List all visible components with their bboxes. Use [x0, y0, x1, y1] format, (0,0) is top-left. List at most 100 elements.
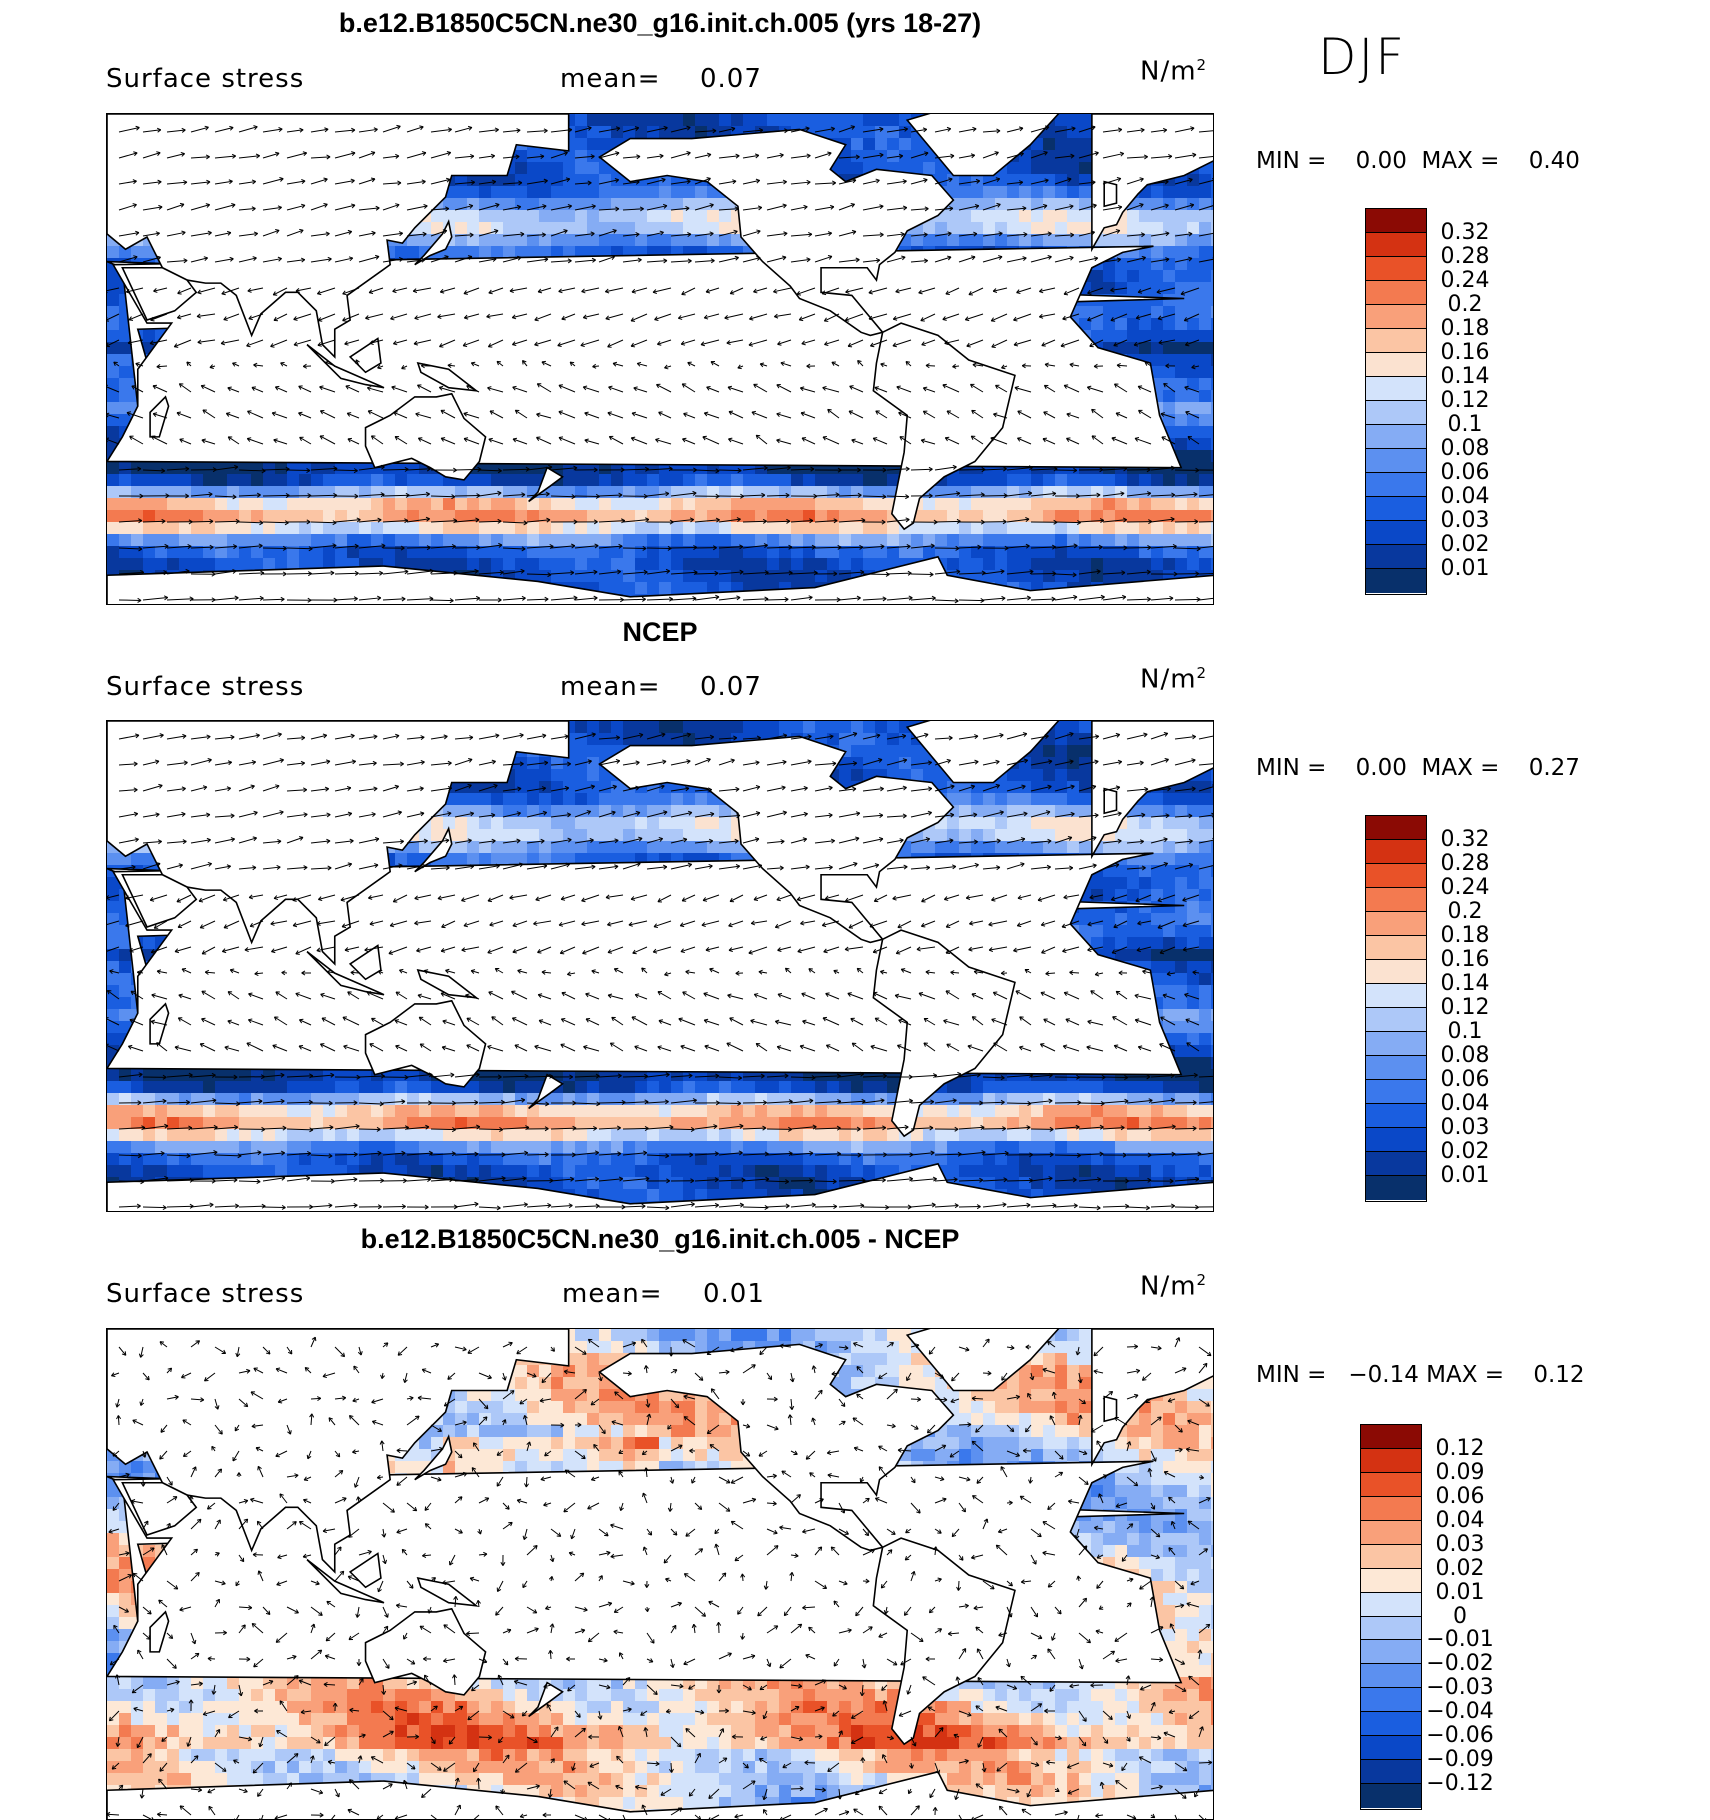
vector-arrow: [431, 1129, 456, 1130]
vector-arrowhead: [318, 321, 322, 322]
vector-arrow: [1055, 522, 1081, 523]
vector-arrowhead: [631, 321, 635, 322]
vector-arrowhead: [471, 362, 475, 363]
vector-arrow: [263, 495, 289, 496]
vector-arrowhead: [399, 969, 403, 970]
vector-arrowhead: [752, 411, 756, 412]
vector-arrowhead: [273, 1045, 277, 1046]
vector-arrowhead: [559, 437, 563, 438]
vector-arrowhead: [1042, 953, 1046, 954]
vector-arrow: [1007, 1103, 1031, 1104]
colorbar-swatch: [1366, 353, 1426, 377]
vector-arrowhead: [707, 386, 711, 387]
vector-arrow: [671, 547, 697, 548]
vector-arrowhead: [367, 992, 371, 993]
vector-arrowhead: [1017, 438, 1021, 439]
vector-arrow: [959, 600, 984, 601]
vector-arrowhead: [1114, 346, 1118, 347]
vector-arrow: [1103, 1077, 1128, 1078]
vector-arrow: [335, 573, 359, 574]
vector-arrowhead: [107, 385, 108, 386]
map-svg: [107, 114, 1214, 605]
vector-arrowhead: [1111, 321, 1115, 322]
vector-arrowhead: [177, 412, 181, 413]
vector-arrowhead: [738, 368, 742, 369]
map-model: [106, 113, 1214, 605]
mean-value: 0.07: [700, 672, 762, 702]
vector-arrowhead: [151, 320, 155, 321]
map-ncep: [106, 720, 1214, 1212]
panel-title: NCEP: [106, 617, 1214, 648]
colorbar-swatch: [1366, 209, 1426, 233]
vector-arrowhead: [897, 1045, 901, 1046]
vector-arrowhead: [250, 926, 254, 927]
vector-arrowhead: [1186, 1019, 1190, 1020]
vector-arrowhead: [583, 953, 587, 954]
vector-arrowhead: [1112, 953, 1116, 954]
vector-arrowhead: [537, 952, 541, 953]
min-max-readout: MIN = 0.00 MAX = 0.40: [1256, 148, 1580, 174]
vector-arrow: [575, 1128, 597, 1129]
vector-arrow: [623, 1128, 648, 1129]
vector-arrow: [335, 470, 358, 471]
vector-arrowhead: [967, 346, 971, 347]
vector-arrow: [671, 1129, 695, 1130]
variable-label: Surface stress: [106, 64, 304, 94]
units-label: N/m2: [1140, 56, 1207, 87]
vector-arrowhead: [1213, 203, 1214, 204]
vector-arrowhead: [850, 386, 854, 387]
colorbar-swatch: [1366, 497, 1426, 521]
vector-arrowhead: [441, 993, 445, 994]
vector-arrowhead: [1160, 953, 1164, 954]
colorbar-swatch: [1366, 305, 1426, 329]
vector-arrowhead: [679, 1018, 683, 1019]
vector-arrow: [479, 1129, 503, 1130]
season-label: DJF: [1318, 28, 1406, 86]
vector-arrow: [719, 470, 741, 471]
vector-arrowhead: [488, 901, 492, 902]
vector-arrowhead: [347, 413, 351, 414]
vector-arrowhead: [1138, 386, 1142, 387]
vector-arrow: [287, 470, 310, 471]
vector-arrowhead: [1213, 840, 1214, 843]
vector-arrowhead: [228, 387, 232, 388]
vector-arrowhead: [562, 319, 566, 320]
colorbar-swatch: [1366, 521, 1426, 545]
vector-arrow: [215, 521, 239, 522]
vector-arrowhead: [561, 1018, 565, 1019]
colorbar: [1365, 208, 1427, 595]
vector-arrow: [935, 521, 960, 522]
vector-arrowhead: [801, 412, 805, 413]
colorbar-swatch: [1366, 233, 1426, 257]
variable-label: Surface stress: [106, 672, 304, 702]
vector-arrow: [1127, 547, 1151, 548]
vector-arrowhead: [1064, 294, 1068, 295]
vector-arrowhead: [730, 294, 734, 295]
colorbar-swatch: [1366, 401, 1426, 425]
vector-arrowhead: [1114, 1045, 1118, 1046]
colorbar-swatch: [1366, 257, 1426, 281]
vector-arrow: [599, 1102, 625, 1103]
colorbar-swatch: [1366, 473, 1426, 497]
vector-arrowhead: [682, 438, 686, 439]
vector-arrow: [1175, 599, 1200, 600]
vector-arrowhead: [873, 438, 877, 439]
colorbar-swatch: [1366, 377, 1426, 401]
vector-arrow: [431, 600, 453, 601]
vector-arrow: [455, 1102, 478, 1103]
vector-arrowhead: [356, 360, 357, 364]
panel-title: b.e12.B1850C5CN.ne30_g16.init.ch.005 (yr…: [106, 8, 1214, 39]
vector-arrowhead: [535, 320, 539, 321]
vector-arrowhead: [523, 361, 524, 365]
vector-arrowhead: [823, 436, 827, 437]
mean-label: mean=: [560, 672, 661, 702]
vector-arrow: [335, 1154, 357, 1155]
colorbar-swatch: [1366, 329, 1426, 353]
vector-arrow: [527, 1154, 548, 1155]
vector-arrowhead: [631, 437, 635, 438]
colorbar-swatch: [1366, 545, 1426, 569]
vector-arrowhead: [559, 411, 563, 412]
vector-arrowhead: [873, 952, 877, 953]
vector-arrowhead: [875, 387, 879, 388]
vector-arrowhead: [1136, 901, 1140, 902]
